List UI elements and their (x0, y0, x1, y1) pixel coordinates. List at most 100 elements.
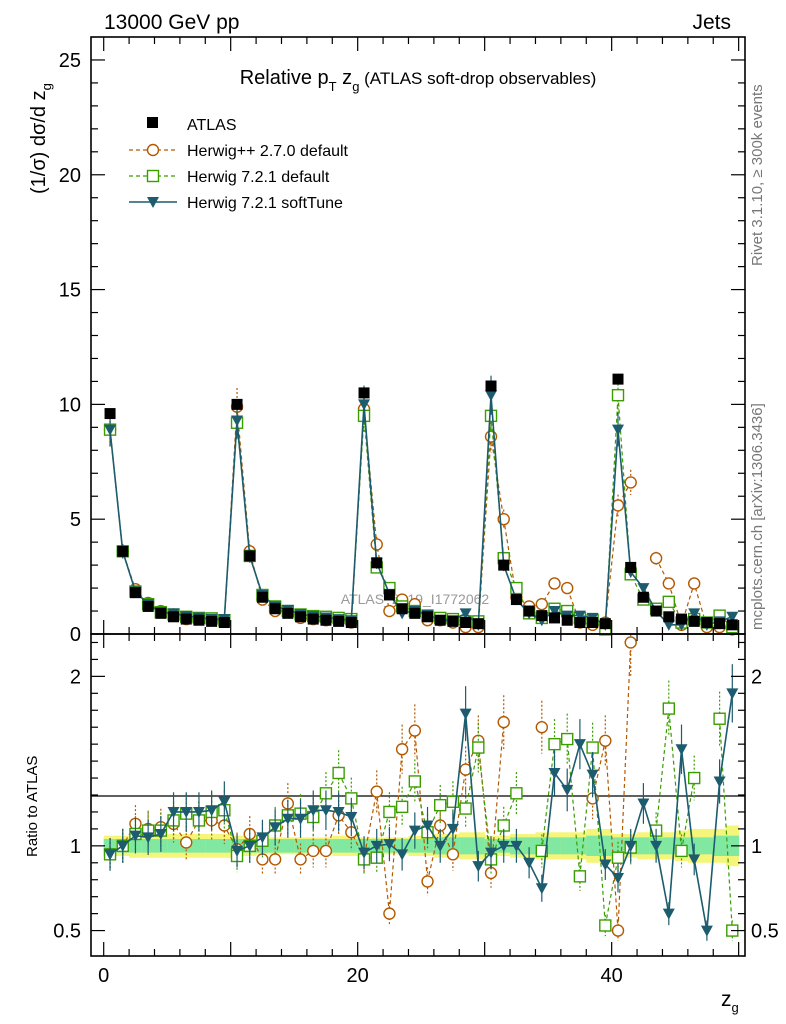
ratio-y-tick-label-right: 2 (751, 666, 762, 688)
ratio-band-inner (560, 837, 575, 855)
main-point-herwigpp (662, 577, 676, 590)
ratio-point-softtune (319, 805, 332, 817)
main-point-herwig721 (510, 581, 523, 595)
ratio-point-softtune (586, 769, 599, 781)
ratio-point-softtune (548, 767, 561, 779)
ratio-point-herwig721 (573, 870, 587, 883)
main-point-atlas (244, 550, 256, 562)
main-y-axis-label-text: (1/σ) dσ/d z (28, 90, 50, 194)
main-point-atlas (663, 611, 675, 623)
ratio-point-softtune (637, 798, 650, 810)
ratio-y-tick-label: 0.5 (53, 921, 81, 943)
ratio-band-inner (586, 835, 600, 857)
ratio-point-herwigpp (370, 785, 383, 798)
ratio-y-tick-label-right: 0.5 (751, 921, 779, 943)
ratio-point-softtune (535, 883, 548, 895)
ratio-y-tick-label: 2 (70, 666, 81, 688)
main-point-atlas (269, 603, 281, 615)
main-point-atlas (129, 587, 141, 599)
ratio-band-inner (713, 835, 727, 857)
main-point-herwigpp (535, 597, 549, 611)
main-point-atlas (155, 607, 167, 619)
ratio-point-herwigpp (535, 721, 549, 734)
main-point-atlas (587, 617, 599, 629)
title-main: Relative p (240, 67, 329, 89)
ratio-point-herwig721 (510, 787, 523, 800)
main-point-herwigpp (548, 577, 561, 590)
ratio-point-softtune (358, 847, 371, 859)
ratio-band-inner (167, 839, 181, 853)
ratio-point-herwig721 (561, 732, 574, 746)
main-point-atlas (625, 561, 637, 573)
ratio-point-softtune (421, 820, 434, 832)
rivet-label: Rivet 3.1.10, ≥ 300k events (749, 84, 766, 266)
ratio-point-softtune (294, 813, 307, 825)
ratio-band-inner (205, 839, 219, 853)
legend-entry-herwigpp: Herwig++ 2.7.0 default (187, 143, 349, 160)
main-point-atlas (142, 600, 154, 612)
ratio-band-inner (662, 837, 676, 855)
main-point-softtune (637, 583, 650, 595)
main-point-herwigpp (611, 499, 625, 512)
ratio-point-herwig721 (675, 844, 688, 858)
ratio-band-inner (459, 837, 473, 855)
ratio-point-softtune (332, 806, 345, 818)
ratio-point-softtune (561, 784, 574, 796)
main-point-atlas (231, 398, 243, 410)
main-point-atlas (371, 557, 383, 569)
main-point-atlas (358, 387, 370, 399)
main-point-atlas (218, 617, 230, 629)
ratio-point-softtune (167, 806, 180, 818)
ratio-point-softtune (446, 823, 459, 835)
main-point-atlas (510, 594, 522, 606)
main-point-atlas (320, 614, 332, 626)
main-point-atlas (256, 591, 268, 603)
ratio-point-softtune (523, 857, 536, 869)
ratio-plot-frame (90, 633, 746, 957)
ratio-band-inner (471, 837, 486, 855)
main-point-atlas (472, 618, 484, 630)
ratio-point-softtune (104, 849, 117, 861)
ratio-point-softtune (675, 744, 688, 756)
title-mid: z (337, 67, 353, 89)
ratio-point-herwigpp (408, 724, 422, 737)
legend-marker-softtune (147, 197, 159, 208)
main-point-atlas (637, 591, 649, 603)
energy-label: 13000 GeV pp (104, 11, 239, 34)
main-point-atlas (434, 614, 446, 626)
main-point-herwig721 (662, 595, 676, 609)
ratio-point-herwig721 (332, 766, 345, 780)
main-point-softtune (612, 424, 625, 436)
main-y-tick-label: 5 (70, 509, 81, 531)
ratio-point-softtune (307, 805, 320, 817)
ratio-point-softtune (459, 708, 472, 720)
ratio-point-herwig721 (459, 802, 472, 815)
ratio-band-inner (573, 837, 587, 855)
ratio-point-softtune (662, 908, 675, 920)
ratio-point-herwig721 (434, 798, 447, 812)
main-y-tick-label: 20 (59, 165, 81, 187)
ratio-point-softtune (370, 840, 383, 852)
ratio-point-herwig721 (408, 775, 422, 788)
ratio-y-tick-label-right: 1 (751, 836, 762, 858)
ratio-point-herwig721 (472, 741, 485, 754)
ratio-point-softtune (573, 739, 586, 751)
main-point-softtune (726, 611, 739, 623)
main-point-atlas (345, 617, 357, 629)
main-point-softtune (662, 619, 675, 631)
ratio-point-herwig721 (611, 851, 625, 864)
main-point-atlas (561, 614, 573, 626)
legend: ATLAS Herwig++ 2.7.0 default Herwig 7.2.… (129, 117, 349, 212)
main-point-atlas (523, 605, 535, 617)
ratio-band-inner (332, 839, 346, 853)
main-point-atlas (676, 613, 688, 625)
main-point-atlas (726, 619, 738, 631)
ratio-point-softtune (726, 688, 739, 700)
ratio-point-softtune (180, 806, 193, 818)
ratio-point-softtune (192, 806, 205, 818)
legend-marker-herwigpp (146, 143, 160, 157)
legend-marker-herwig721 (146, 169, 160, 183)
ratio-point-herwig721 (548, 737, 561, 751)
ratio-point-softtune (142, 832, 155, 844)
main-point-herwigpp (649, 552, 663, 565)
